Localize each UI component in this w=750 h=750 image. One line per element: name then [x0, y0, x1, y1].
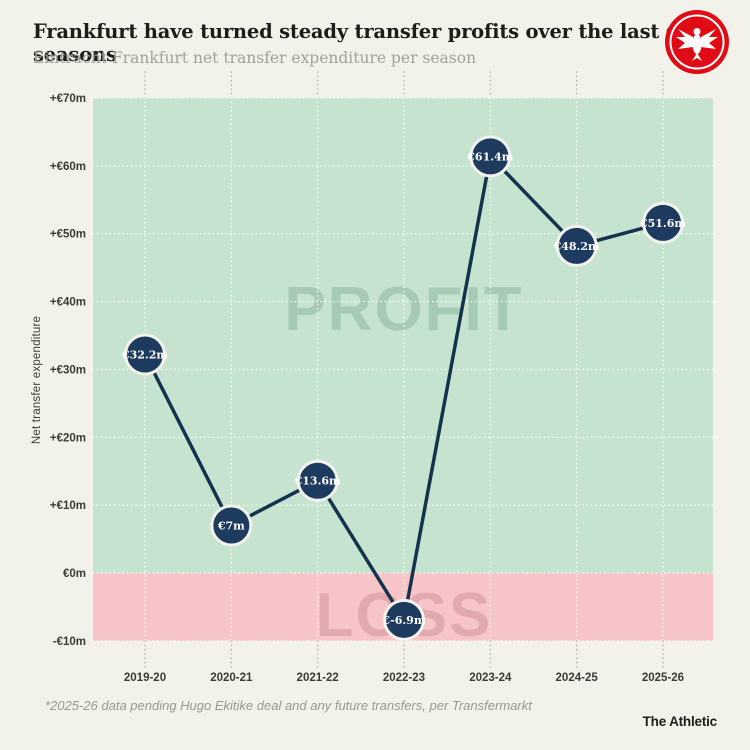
data-point — [641, 201, 684, 244]
chart-subtitle: Eintracht Frankfurt net transfer expendi… — [33, 49, 477, 67]
data-point-label: €-6.9m — [381, 614, 425, 627]
data-point — [382, 598, 425, 641]
data-point — [210, 504, 253, 547]
data-point — [469, 135, 512, 178]
zone-profit — [93, 98, 713, 573]
data-point — [555, 224, 598, 267]
y-tick-label: +€40m — [50, 297, 86, 309]
y-tick-label: -€10m — [53, 636, 86, 648]
data-point — [296, 459, 339, 502]
y-axis-title: Net transfer expenditure — [31, 315, 43, 445]
y-tick-label: +€10m — [50, 500, 86, 512]
y-tick-label: €0m — [63, 568, 86, 580]
data-point-label: €48.2m — [553, 240, 600, 253]
y-tick-label: +€30m — [50, 364, 86, 376]
watermark-profit: PROFIT — [284, 275, 523, 344]
x-tick-label: 2022-23 — [383, 672, 425, 684]
x-tick-label: 2019-20 — [124, 672, 166, 684]
the-athletic-wordmark: The Athletic — [642, 714, 718, 729]
data-point-label: €32.2m — [121, 349, 168, 362]
data-point-label: €51.6m — [639, 217, 686, 230]
data-point-label: €61.4m — [466, 150, 513, 163]
x-tick-label: 2024-25 — [556, 672, 599, 684]
y-tick-label: +€20m — [50, 432, 86, 444]
eintracht-frankfurt-logo — [663, 8, 731, 76]
x-tick-label: 2021-22 — [297, 672, 339, 684]
y-tick-label: +€60m — [50, 161, 86, 173]
data-point-label: €13.6m — [294, 475, 341, 488]
y-tick-label: +€70m — [50, 93, 86, 105]
x-tick-label: 2025-26 — [642, 672, 684, 684]
data-point-label: €7m — [217, 520, 245, 533]
x-tick-label: 2020-21 — [210, 672, 253, 684]
y-tick-label: +€50m — [50, 229, 86, 241]
data-point — [124, 333, 166, 376]
eintracht-frankfurt-crest-icon — [665, 10, 729, 74]
x-tick-label: 2023-24 — [469, 672, 512, 684]
chart-title: Frankfurt have turned steady transfer pr… — [33, 20, 727, 66]
source-note: *2025-26 data pending Hugo Ekitike deal … — [45, 698, 532, 713]
